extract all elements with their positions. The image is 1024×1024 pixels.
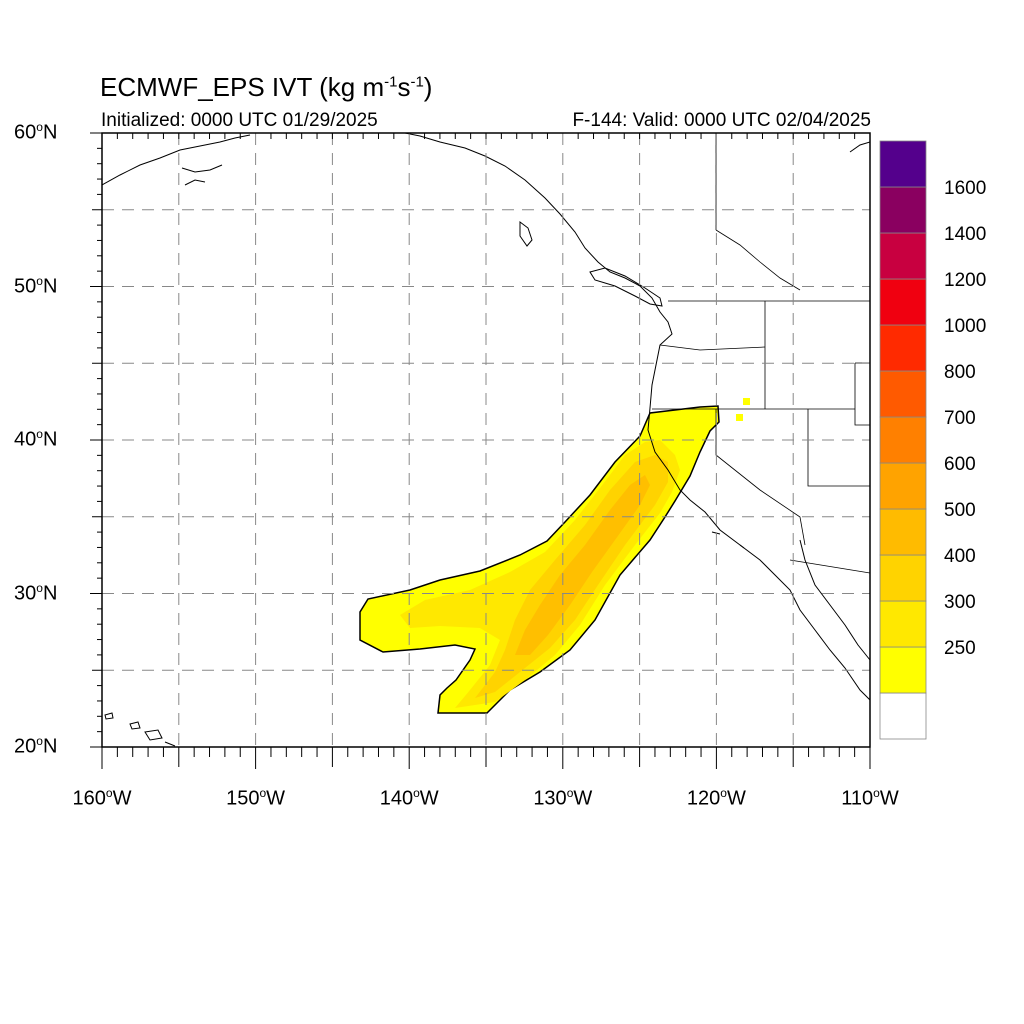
ivt-speck: [736, 414, 743, 421]
latitude-label: 60oN: [14, 120, 58, 144]
ivt-plume: [359, 398, 750, 714]
ut-az-border: [807, 409, 870, 487]
colorbar-label: 1400: [944, 224, 986, 245]
ivt-speck: [743, 398, 750, 405]
axis-ticks: [90, 132, 871, 769]
colorbar-label: 800: [944, 362, 976, 383]
baja-gulf-coast: [799, 539, 870, 661]
us-mexico-border: [789, 559, 870, 574]
longitude-label: 150oW: [226, 786, 286, 810]
colorbar-label: 600: [944, 454, 976, 475]
colorbar-swatch: [879, 416, 927, 464]
longitude-label: 110oW: [841, 786, 899, 810]
map-title: ECMWF_EPS IVT (kg m-1s-1): [100, 72, 433, 102]
vancouver-island: [589, 267, 663, 307]
hudson-coast: [849, 141, 870, 153]
colorbar-swatch: [879, 554, 927, 602]
colorbar-swatch: [879, 508, 927, 556]
valid-time: F-144: Valid: 0000 UTC 02/04/2025: [572, 110, 871, 131]
coastlines: [102, 133, 870, 747]
colorbar-swatch: [879, 140, 927, 188]
colorbar-label: 500: [944, 500, 976, 521]
colorbar: 250 300 400 500 600 700 800 1000 1200 1400 1600: [879, 140, 986, 740]
initialized-time: Initialized: 0000 UTC 01/29/2025: [101, 110, 378, 131]
colorbar-swatch: [879, 324, 927, 372]
colorbar-swatch: [879, 232, 927, 280]
latitude-label: 30oN: [14, 580, 58, 605]
latitude-label: 50oN: [14, 273, 58, 298]
grid-lines: [102, 133, 870, 747]
longitude-label: 130oW: [533, 786, 593, 810]
latitude-label: 20oN: [14, 734, 58, 758]
colorbar-label: 1000: [944, 316, 986, 337]
colorbar-label: 700: [944, 408, 976, 429]
longitude-label: 120oW: [686, 786, 746, 810]
colorbar-label: 250: [944, 638, 976, 659]
colorbar-label: 1600: [944, 178, 986, 199]
wa-or-border: [659, 344, 766, 351]
colorbar-swatch: [879, 370, 927, 418]
colorbar-swatch: [879, 692, 927, 740]
colorbar-label: 300: [944, 592, 976, 613]
canada-coast-inland: [715, 229, 801, 291]
ivt-500-region: [515, 475, 650, 655]
alaska-islands: [181, 164, 223, 186]
alaska-coast: [102, 134, 251, 186]
colorbar-swatch: [879, 646, 927, 694]
latitude-label: 40oN: [14, 427, 58, 451]
haida-gwaii: [519, 221, 533, 247]
north-america-coast: [404, 133, 870, 701]
colorbar-swatch: [879, 462, 927, 510]
colorbar-label: 1200: [944, 270, 986, 291]
colorbar-swatch: [879, 600, 927, 648]
hawaii-islands: [104, 712, 176, 747]
longitude-label: 140oW: [379, 786, 439, 810]
longitude-label: 160oW: [72, 786, 132, 810]
colorbar-label: 400: [944, 546, 976, 567]
colorbar-swatch: [879, 186, 927, 234]
colorbar-swatch: [879, 278, 927, 326]
